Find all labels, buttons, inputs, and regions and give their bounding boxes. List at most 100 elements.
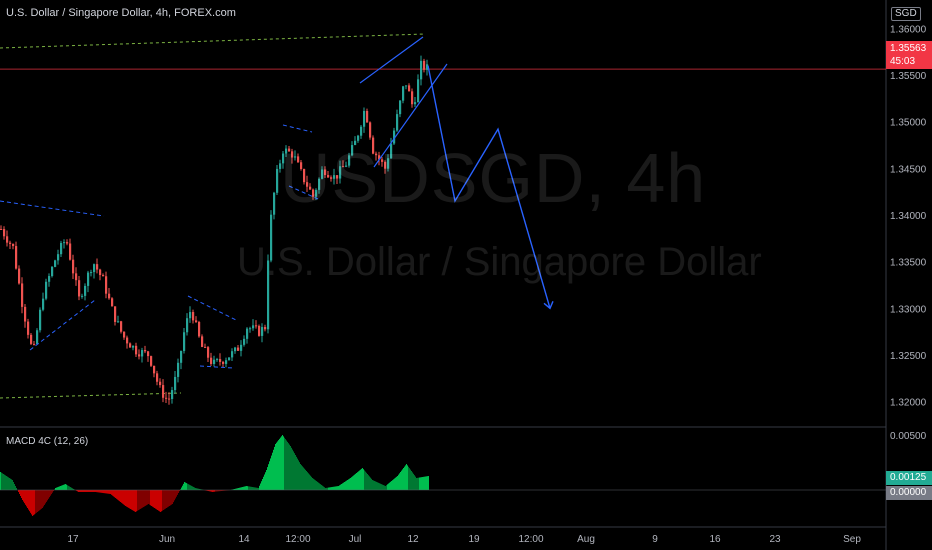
macd-bar <box>288 443 289 490</box>
macd-bar <box>90 490 91 492</box>
macd-bar <box>23 490 24 502</box>
macd-bar <box>214 490 215 492</box>
macd-bar <box>144 490 145 507</box>
macd-bar <box>164 490 165 510</box>
candle-body <box>39 309 42 331</box>
candle-body <box>351 145 354 156</box>
consolidation-lower-line[interactable] <box>288 185 319 200</box>
candle-body <box>24 306 27 322</box>
macd-bar <box>13 482 14 490</box>
macd-bar <box>292 449 293 490</box>
macd-bar <box>379 483 380 490</box>
symbol-title[interactable]: U.S. Dollar / Singapore Dollar, 4h, FORE… <box>6 7 236 19</box>
candle-body <box>315 189 318 197</box>
candle-body <box>390 143 393 159</box>
macd-bar <box>193 486 194 490</box>
macd-bar <box>135 490 136 512</box>
macd-bar <box>122 490 123 504</box>
macd-bar <box>155 490 156 509</box>
macd-bar <box>117 490 118 500</box>
macd-bar <box>3 474 4 490</box>
macd-bar <box>286 440 287 490</box>
macd-bar <box>392 480 393 490</box>
macd-bar <box>59 486 60 490</box>
macd-bar <box>219 490 220 492</box>
macd-bar <box>283 436 284 490</box>
flag-upper-line[interactable] <box>187 295 237 321</box>
candle-body <box>267 260 270 330</box>
macd-bar <box>183 483 184 490</box>
candle-body <box>72 259 75 274</box>
macd-bar <box>297 458 298 490</box>
macd-bar <box>207 490 208 491</box>
candle-body <box>78 280 81 297</box>
time-tick-label: Sep <box>843 534 861 545</box>
macd-bar <box>398 474 399 490</box>
candle-body <box>15 246 18 269</box>
candle-body <box>219 359 222 362</box>
macd-bar <box>64 484 65 490</box>
flag-lower-line[interactable] <box>199 365 234 369</box>
macd-bar <box>91 490 92 492</box>
macd-label[interactable]: MACD 4C (12, 26) <box>6 436 89 447</box>
macd-bar <box>101 490 102 493</box>
macd-bar <box>314 479 315 490</box>
wedge-upper-line[interactable] <box>359 36 424 84</box>
macd-bar <box>38 490 39 512</box>
consolidation-upper-line[interactable] <box>282 124 313 133</box>
candle-body <box>399 100 402 115</box>
macd-bar <box>192 486 193 490</box>
macd-bar <box>307 472 308 490</box>
macd-bar <box>134 490 135 512</box>
projection-path[interactable] <box>427 65 551 309</box>
macd-bar <box>179 490 180 492</box>
candle-body <box>345 165 348 167</box>
macd-bar <box>140 490 141 509</box>
candle-body <box>177 362 180 377</box>
macd-bar <box>293 451 294 490</box>
candle-body <box>258 325 261 336</box>
triangle-upper-line[interactable] <box>0 200 105 217</box>
candle-body <box>18 268 21 284</box>
candle-body <box>318 178 321 190</box>
macd-bar <box>350 478 351 490</box>
candle-body <box>57 254 60 261</box>
macd-bar <box>92 490 93 492</box>
time-tick-label: 9 <box>652 534 658 545</box>
macd-bar <box>319 483 320 490</box>
macd-bar <box>93 490 94 492</box>
macd-bar <box>248 486 249 490</box>
resistance-trendline[interactable] <box>0 33 426 49</box>
macd-bar <box>356 473 357 490</box>
candle-body <box>186 318 189 333</box>
support-trendline[interactable] <box>0 392 182 399</box>
candle-body <box>249 328 252 330</box>
macd-bar <box>80 490 81 492</box>
candle-body <box>75 273 78 281</box>
macd-bar <box>28 490 29 510</box>
candle-body <box>168 398 171 400</box>
wedge-lower-line[interactable] <box>373 63 448 168</box>
macd-bar <box>81 490 82 492</box>
macd-bar <box>364 470 365 490</box>
candle-body <box>204 346 207 348</box>
candle-body <box>171 390 174 399</box>
macd-bar <box>220 490 221 492</box>
macd-bar <box>100 490 101 493</box>
candle-body <box>102 275 105 277</box>
macd-bar <box>167 490 168 508</box>
macd-bar <box>261 481 262 490</box>
currency-badge[interactable]: SGD <box>891 7 921 21</box>
macd-bar <box>47 490 48 501</box>
macd-bar <box>96 490 97 493</box>
macd-bar <box>53 490 54 492</box>
macd-bar <box>97 490 98 493</box>
macd-bar <box>420 477 421 490</box>
macd-bar <box>87 490 88 492</box>
candle-body <box>120 321 123 332</box>
macd-bar <box>69 486 70 490</box>
macd-bar <box>34 490 35 515</box>
macd-bar <box>234 489 235 490</box>
macd-bar <box>10 478 11 490</box>
